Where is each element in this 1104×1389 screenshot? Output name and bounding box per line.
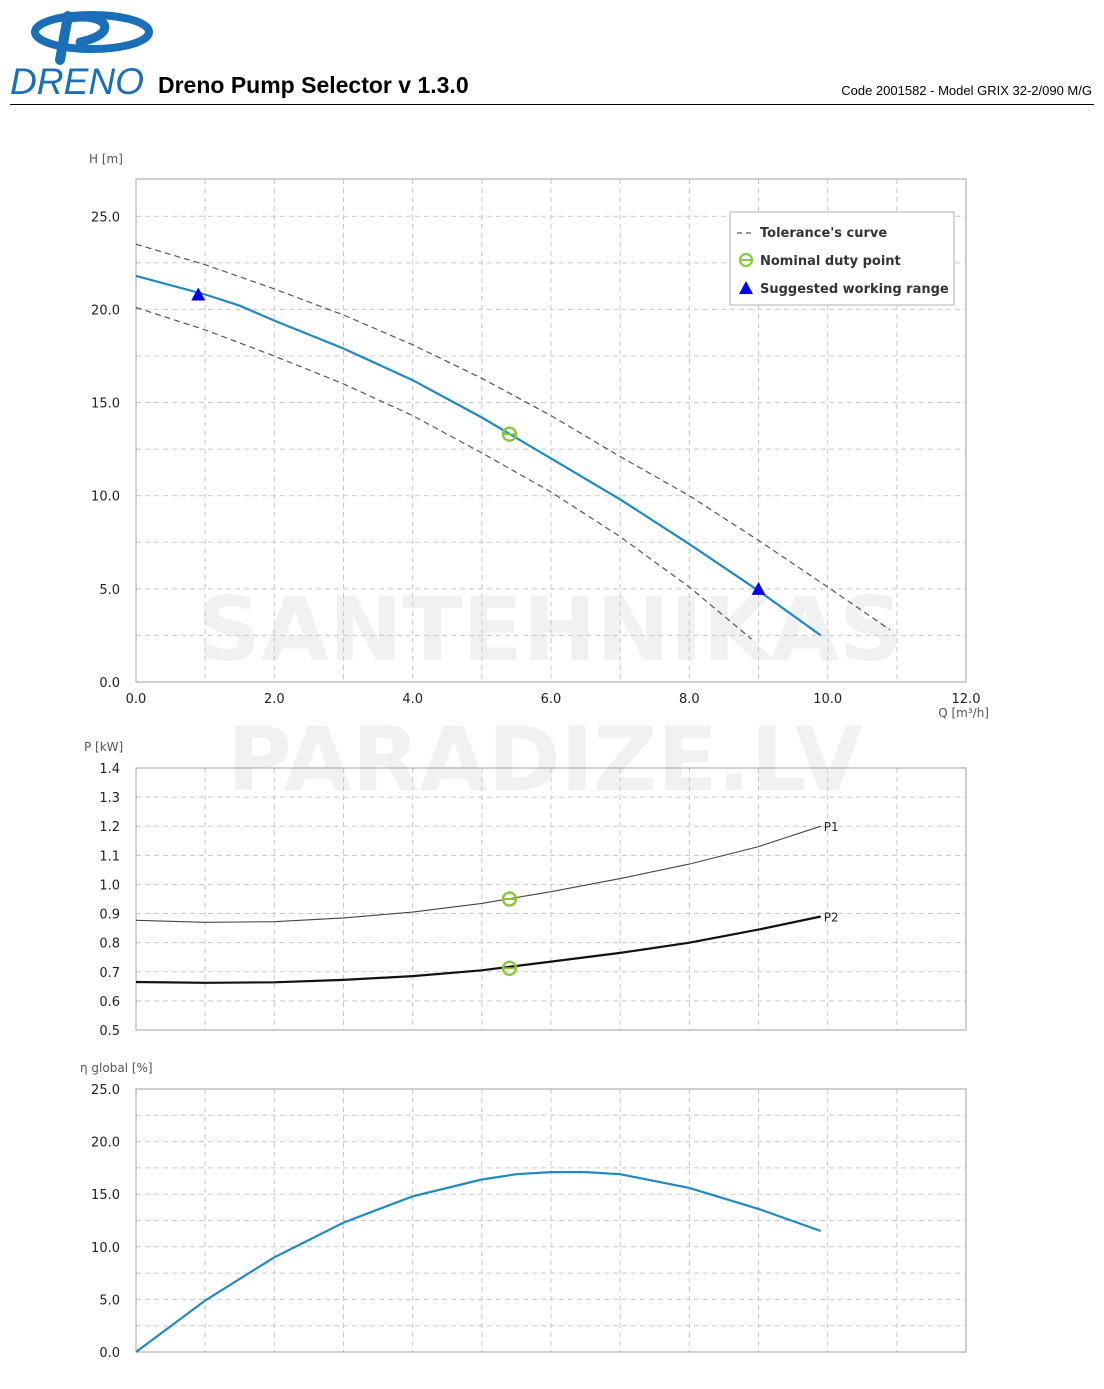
power-curve-p2 [135, 915, 822, 984]
head-x-tick-label: 8.0 [679, 692, 700, 707]
power-y-tick-label: 0.8 [99, 937, 120, 952]
svg-text:DRENO: DRENO [10, 61, 144, 100]
efficiency-curve [135, 1171, 822, 1353]
efficiency-y-axis-title: η global [%] [80, 1061, 153, 1075]
head-y-tick-label: 0.0 [99, 676, 120, 691]
power-series-label-p2: P2 [824, 910, 839, 924]
head-x-tick-label: 2.0 [264, 692, 285, 707]
efficiency-y-tick-label: 10.0 [91, 1241, 120, 1256]
legend-label-duty-point: Nominal duty point [760, 254, 901, 269]
power-series: P1 P2 [135, 820, 839, 984]
power-chart: P [kW] 0.5 0.6 0.7 0.8 0.9 1.0 1.1 1.2 1.3 1.4 P1… [84, 740, 967, 1039]
head-y-tick-label: 15.0 [91, 397, 120, 412]
watermark-line-1: SANTEHNIKAS [198, 578, 903, 681]
power-y-ticks: 0.5 0.6 0.7 0.8 0.9 1.0 1.1 1.2 1.3 1.4 [99, 762, 120, 1039]
head-y-ticks: 0.0 5.0 10.0 15.0 20.0 25.0 [91, 210, 120, 691]
efficiency-y-tick-label: 15.0 [91, 1188, 120, 1203]
power-y-tick-label: 1.1 [99, 849, 120, 864]
watermark-line-2: PARADIZE.LV [227, 708, 863, 811]
efficiency-y-tick-label: 25.0 [91, 1083, 120, 1098]
report-header: DRENO Dreno Pump Selector v 1.3.0 Code 2… [0, 0, 1104, 110]
head-y-tick-label: 25.0 [91, 210, 120, 225]
head-x-ticks: 0.0 2.0 4.0 6.0 8.0 10.0 12.0 [126, 692, 981, 707]
power-y-tick-label: 1.4 [99, 762, 120, 777]
head-legend: Tolerance's curve Nominal duty point Sug… [729, 211, 955, 306]
head-y-tick-label: 20.0 [91, 303, 120, 318]
head-series [135, 243, 891, 640]
efficiency-grid [136, 1089, 966, 1352]
power-curve-p1 [135, 825, 821, 923]
efficiency-y-ticks: 0.0 5.0 10.0 15.0 20.0 25.0 [91, 1083, 120, 1361]
head-y-tick-label: 5.0 [99, 583, 120, 598]
tolerance-curve [135, 243, 891, 631]
power-y-tick-label: 1.2 [99, 820, 120, 835]
power-y-tick-label: 0.6 [99, 995, 120, 1010]
dreno-logo: DRENO [10, 11, 153, 100]
legend-box [729, 211, 955, 306]
power-y-tick-label: 0.9 [99, 908, 120, 923]
power-markers [501, 891, 518, 976]
model-code: Code 2001582 - Model GRIX 32-2/090 M/G [841, 83, 1092, 98]
efficiency-y-tick-label: 20.0 [91, 1136, 120, 1151]
working-range-marker [751, 581, 766, 595]
head-chart: H [m] Q [m³/h] 0.0 5.0 10.0 15.0 20.0 25.0 0.… [89, 152, 989, 720]
head-x-tick-label: 6.0 [541, 692, 562, 707]
head-x-tick-label: 12.0 [952, 692, 981, 707]
app-title: Dreno Pump Selector v 1.3.0 [158, 72, 469, 98]
head-y-axis-title: H [m] [89, 152, 123, 166]
power-y-tick-label: 1.0 [99, 878, 120, 893]
head-plot-frame [135, 178, 967, 683]
power-y-axis-title: P [kW] [84, 740, 123, 754]
efficiency-y-tick-label: 0.0 [99, 1346, 120, 1361]
power-y-tick-label: 0.7 [99, 966, 120, 981]
working-range-marker [191, 287, 206, 301]
power-y-tick-label: 0.5 [99, 1024, 120, 1039]
power-plot-frame [135, 767, 967, 1031]
power-grid [136, 768, 966, 1030]
legend-label-tolerance: Tolerance's curve [760, 226, 887, 241]
power-series-label-p1: P1 [824, 820, 839, 834]
header-divider [10, 104, 1094, 105]
head-x-axis-title: Q [m³/h] [938, 706, 989, 720]
efficiency-plot-frame [135, 1088, 967, 1353]
head-markers [191, 287, 766, 595]
head-x-tick-label: 10.0 [813, 692, 842, 707]
efficiency-series [135, 1171, 822, 1353]
head-x-tick-label: 4.0 [402, 692, 423, 707]
head-y-tick-label: 10.0 [91, 490, 120, 505]
power-y-tick-label: 1.3 [99, 791, 120, 806]
efficiency-y-tick-label: 5.0 [99, 1293, 120, 1308]
legend-label-working-range: Suggested working range [760, 282, 949, 297]
efficiency-chart: η global [%] 0.0 5.0 10.0 15.0 20.0 25.0 [80, 1061, 967, 1361]
tolerance-curve [135, 306, 752, 640]
head-curve [135, 274, 822, 637]
legend-triangle-icon [739, 281, 753, 294]
head-x-tick-label: 0.0 [126, 692, 147, 707]
